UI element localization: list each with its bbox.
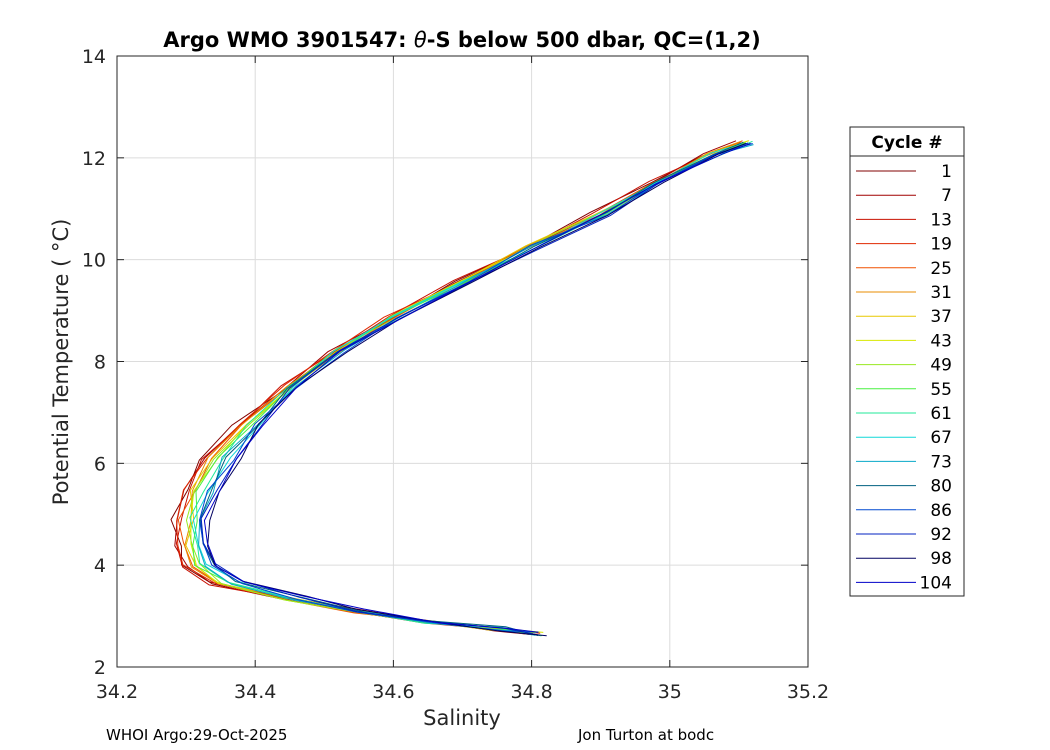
legend-label-25: 25: [930, 259, 952, 279]
profile-line-cycle-86: [198, 143, 753, 633]
legend: Cycle # 1 7 13 19 25 31 37 43 49 55 61 67 73 80 86 92 98…: [849, 126, 965, 597]
legend-label-37: 37: [930, 307, 952, 327]
x-tick-label: 34.6: [372, 681, 414, 703]
legend-label-73: 73: [930, 452, 952, 472]
legend-label-43: 43: [930, 331, 952, 351]
title-prefix: Argo WMO 3901547:: [163, 28, 414, 52]
legend-label-55: 55: [930, 380, 952, 400]
legend-label-98: 98: [930, 549, 952, 569]
legend-label-49: 49: [930, 356, 952, 376]
footer-credit-left: WHOI Argo:29-Oct-2025: [106, 726, 288, 744]
profile-lines: [170, 140, 754, 637]
legend-label-7: 7: [941, 186, 952, 206]
profile-line-cycle-104: [203, 142, 751, 633]
x-tick-label: 34.4: [234, 681, 276, 703]
legend-label-80: 80: [930, 477, 952, 497]
y-tick-label: 2: [94, 657, 106, 679]
legend-label-86: 86: [930, 501, 952, 521]
x-tick-label: 34.8: [510, 681, 552, 703]
y-axis-label: Potential Temperature ( °C): [49, 219, 73, 506]
footer-credit-right: Jon Turton at bodc: [578, 726, 715, 744]
legend-label-104: 104: [920, 573, 952, 593]
grid-lines: [117, 56, 808, 667]
legend-label-92: 92: [930, 525, 952, 545]
title-suffix: -S below 500 dbar, QC=(1,2): [427, 28, 761, 52]
x-tick-label: 34.2: [96, 681, 138, 703]
x-tick-label: 35.2: [787, 681, 829, 703]
title-theta: θ: [414, 28, 427, 52]
legend-label-13: 13: [930, 210, 952, 230]
x-axis-label: Salinity: [423, 706, 501, 730]
legend-box: [849, 126, 965, 597]
y-tick-label: 4: [94, 555, 106, 577]
legend-label-1: 1: [941, 162, 952, 182]
legend-items: 1 7 13 19 25 31 37 43 49 55 61 67 73 80 86 92 98 104: [856, 162, 952, 593]
y-tick-label: 8: [94, 352, 106, 374]
y-tick-label: 14: [82, 46, 106, 68]
legend-label-31: 31: [930, 283, 952, 303]
y-tick-label: 10: [82, 250, 106, 272]
legend-label-61: 61: [930, 404, 952, 424]
chart-title: Argo WMO 3901547: θ-S below 500 dbar, QC…: [163, 28, 760, 52]
legend-label-67: 67: [930, 428, 952, 448]
profile-line-cycle-98: [207, 142, 747, 637]
profile-line-cycle-49: [185, 144, 742, 634]
axis-ticks: 34.2 34.4 34.6 34.8 35 35.2 2 4 6 8 10 12 14: [82, 46, 829, 703]
legend-title: Cycle #: [871, 133, 942, 153]
y-tick-label: 6: [94, 453, 106, 475]
y-tick-label: 12: [82, 148, 106, 170]
legend-label-19: 19: [930, 235, 952, 255]
x-tick-label: 35: [658, 681, 682, 703]
